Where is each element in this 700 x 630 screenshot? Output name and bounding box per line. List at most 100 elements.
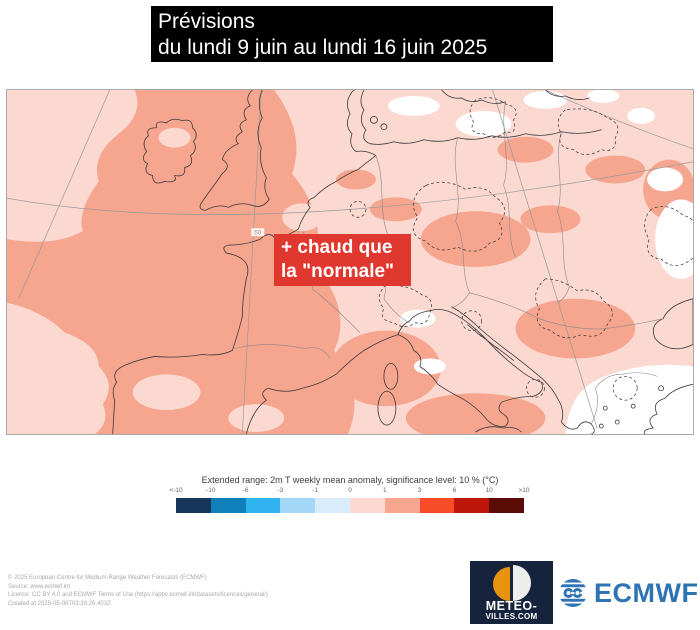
colorbar-tick-label: 3 [417, 487, 422, 494]
annotation-line-1: + chaud que [281, 237, 393, 258]
coast-baltic-ne [545, 90, 590, 100]
coast-ireland [142, 118, 197, 184]
border-danube [469, 292, 664, 330]
coast-aegean-island [598, 423, 604, 429]
white-patch [455, 110, 512, 137]
salmon-patch [585, 155, 646, 184]
title-line-2: du lundi 9 juin au lundi 16 juin 2025 [158, 36, 488, 59]
europe-anomaly-map: 50 + chaud que la "normale" [6, 89, 694, 435]
copyright-block: © 2025 European Centre for Medium-Range … [8, 574, 268, 608]
significance-contour [535, 278, 613, 339]
colorbar-tick-label: 6 [452, 487, 457, 494]
colorbar-tick-label: -3 [277, 487, 284, 494]
ecmwf-globe-icon [556, 579, 590, 607]
border-greece-north [591, 372, 658, 425]
significance-contour [612, 375, 638, 401]
colorbar-segment [176, 498, 211, 513]
warm-anomaly-annotation: + chaud que la "normale" [274, 234, 411, 286]
border-east-europe [503, 101, 516, 258]
salmon-patch [405, 393, 546, 434]
colorbar-segment [280, 498, 316, 513]
meteo-villes-name-1: METEO- [485, 599, 538, 613]
significance-contour [412, 181, 505, 252]
coast-aegean-island [614, 419, 620, 425]
border-poland-east [557, 131, 570, 304]
colorbar-segment [419, 498, 455, 513]
white-patch [413, 358, 446, 375]
title-banner: Prévisions du lundi 9 juin au lundi 16 j… [151, 6, 553, 62]
graticule-meridian-west [18, 90, 111, 298]
colorbar-tick-label: -1 [312, 487, 319, 494]
white-patch [587, 90, 620, 103]
copyright-line: Licence: CC BY 4.0 and ECMWF Terms of Us… [8, 592, 268, 598]
ecmwf-logo: ECMWF [556, 576, 698, 610]
sun-half-icon [493, 567, 510, 601]
copyright-line: Created at 2025-05-08T03:30:26.403Z [8, 600, 111, 607]
coast-aegean-island [630, 403, 636, 409]
colorbar-segment [454, 498, 490, 513]
legend-tick-row: <-10 -10 -6 -3 -1 0 1 3 6 10 >10 [169, 487, 529, 496]
significance-contour [526, 378, 545, 398]
coast-sicily [475, 426, 522, 433]
coast-balkans-greece [451, 306, 595, 434]
latitude-chip [251, 228, 265, 237]
graticule-meridian-center [241, 90, 262, 434]
coast-baltic-south [360, 90, 602, 145]
legend-title: Extended range: 2m T weekly mean anomaly… [201, 475, 499, 485]
annotation-line-2: la "normale" [281, 261, 395, 282]
legend-colorbar [176, 498, 524, 513]
coast-anatolia [643, 383, 693, 434]
pink-patch [158, 127, 191, 148]
salmon-patch [515, 298, 636, 359]
latitude-label: 50 [254, 231, 261, 237]
white-patch [523, 90, 568, 109]
anomaly-light-region-nw [7, 90, 138, 242]
pink-patch [282, 203, 323, 232]
significance-contour [461, 310, 482, 331]
meteo-villes-name-2: VILLES.COM [485, 612, 538, 621]
anomaly-light-region-sw [7, 302, 109, 434]
colorbar-segment [315, 498, 350, 513]
colorbar-segment [245, 498, 281, 513]
colorbar-tick-label: 10 [485, 487, 493, 494]
coast-aegean-island [658, 385, 664, 392]
colorbar-tick-label: 0 [348, 487, 352, 494]
significance-contour [469, 97, 517, 138]
white-region-aegean [565, 364, 693, 434]
salmon-patch [420, 211, 531, 267]
coast-italy [397, 309, 543, 427]
white-patch [399, 309, 436, 328]
copyright-line: Source: www.ecmwf.int [8, 583, 71, 590]
colorbar-tick-label: -10 [206, 487, 216, 494]
colorbar-segment [489, 498, 524, 513]
colorbar-segment [384, 498, 420, 513]
coast-danish-island [380, 123, 388, 131]
colorbar-tick-label: -6 [242, 487, 249, 494]
border-pyrenees [234, 344, 331, 359]
coast-aegean-island [602, 405, 608, 411]
salmon-patch [520, 205, 581, 234]
colorbar-segment [210, 498, 246, 513]
white-patch [655, 199, 693, 279]
colorbar-tick-label: >10 [518, 487, 530, 494]
border-germany-east [451, 137, 470, 309]
meteo-villes-logo-graphic [470, 561, 553, 624]
pink-patch [132, 374, 201, 411]
graticule-parallel-ne [545, 90, 693, 149]
white-patch [387, 95, 440, 116]
logo-background [470, 561, 553, 624]
coast-sweden-south [441, 90, 506, 104]
moon-half-icon [513, 565, 531, 601]
coast-corsica [383, 363, 399, 390]
significance-contour [379, 284, 432, 327]
coast-mediterranean-w [245, 334, 399, 434]
coast-great-britain [199, 90, 270, 211]
title-line-1: Prévisions [158, 10, 255, 33]
coast-northsea [297, 90, 377, 230]
significance-contour [349, 201, 367, 218]
coast-sardinia [377, 390, 397, 426]
colorbar-tick-label: 1 [382, 487, 387, 494]
pink-patch [228, 404, 285, 433]
colorbar-tick-label: <-10 [169, 487, 183, 494]
meteo-villes-logo: METEO- VILLES.COM [470, 561, 553, 624]
